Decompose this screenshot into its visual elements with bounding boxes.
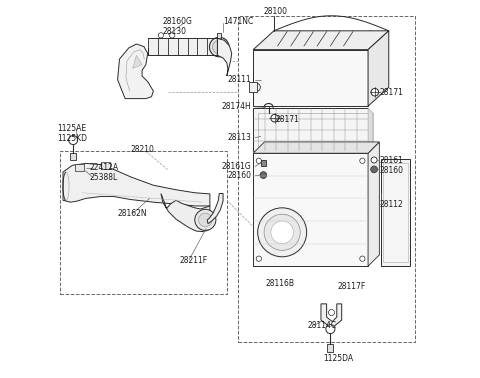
Polygon shape: [207, 194, 223, 224]
Text: 28171: 28171: [276, 115, 300, 124]
Text: 1125DA: 1125DA: [323, 354, 353, 363]
Bar: [258, 113, 372, 156]
Bar: [60, 151, 227, 294]
Bar: [327, 344, 334, 352]
Bar: [70, 153, 76, 160]
Text: 28160: 28160: [379, 166, 403, 175]
Bar: [249, 82, 257, 92]
Polygon shape: [321, 304, 342, 328]
Circle shape: [199, 213, 212, 227]
Bar: [262, 151, 267, 158]
Bar: [253, 108, 368, 151]
Polygon shape: [368, 142, 379, 266]
Text: 28174H: 28174H: [222, 102, 252, 112]
Circle shape: [256, 256, 262, 261]
Circle shape: [264, 214, 300, 250]
Bar: [354, 151, 360, 158]
Circle shape: [371, 157, 377, 163]
Bar: [253, 153, 368, 266]
Polygon shape: [75, 164, 84, 171]
Text: 1125KD: 1125KD: [57, 134, 87, 143]
Polygon shape: [161, 194, 210, 232]
Circle shape: [69, 136, 78, 144]
Polygon shape: [148, 38, 217, 55]
Bar: [253, 50, 368, 106]
Text: 22412A: 22412A: [89, 163, 119, 172]
Text: 28116B: 28116B: [265, 279, 295, 288]
Circle shape: [371, 166, 377, 173]
Circle shape: [195, 209, 216, 231]
Polygon shape: [253, 142, 379, 153]
Text: 28112: 28112: [379, 200, 403, 209]
Text: 25388L: 25388L: [89, 173, 118, 182]
Text: 1125AE: 1125AE: [57, 124, 86, 133]
Text: 28117F: 28117F: [338, 282, 366, 291]
Circle shape: [256, 158, 262, 163]
Circle shape: [360, 256, 365, 261]
Text: 28160G: 28160G: [163, 17, 192, 26]
Polygon shape: [368, 31, 389, 106]
Circle shape: [271, 115, 278, 122]
Circle shape: [260, 172, 267, 178]
Text: 28162N: 28162N: [118, 209, 147, 218]
Bar: [238, 16, 415, 342]
Text: 28160: 28160: [228, 171, 252, 180]
Polygon shape: [101, 162, 110, 169]
Circle shape: [158, 33, 164, 38]
Text: 28100: 28100: [264, 7, 288, 16]
Polygon shape: [132, 55, 142, 68]
Text: 28211F: 28211F: [180, 256, 208, 265]
Bar: [261, 160, 266, 166]
Text: 1471NC: 1471NC: [223, 17, 253, 26]
Polygon shape: [63, 163, 210, 206]
Polygon shape: [253, 31, 389, 50]
Circle shape: [371, 88, 379, 96]
Polygon shape: [217, 38, 232, 76]
Text: 28114C: 28114C: [308, 321, 337, 330]
Text: 28171: 28171: [379, 88, 403, 97]
Text: 28111: 28111: [228, 75, 252, 84]
Text: 28130: 28130: [163, 27, 187, 36]
Polygon shape: [368, 108, 372, 156]
Text: 28210: 28210: [131, 144, 155, 153]
Circle shape: [169, 33, 175, 38]
Circle shape: [328, 310, 335, 316]
Circle shape: [213, 40, 226, 54]
Bar: [384, 163, 408, 262]
Circle shape: [326, 325, 335, 334]
Circle shape: [209, 37, 229, 57]
Circle shape: [271, 221, 293, 243]
Bar: [381, 159, 410, 266]
Text: 28161: 28161: [379, 156, 403, 165]
Circle shape: [360, 158, 365, 163]
Bar: [217, 33, 221, 38]
Text: 28161G: 28161G: [222, 162, 252, 171]
Circle shape: [258, 208, 307, 257]
Text: 28113: 28113: [228, 133, 252, 142]
Polygon shape: [118, 44, 154, 99]
